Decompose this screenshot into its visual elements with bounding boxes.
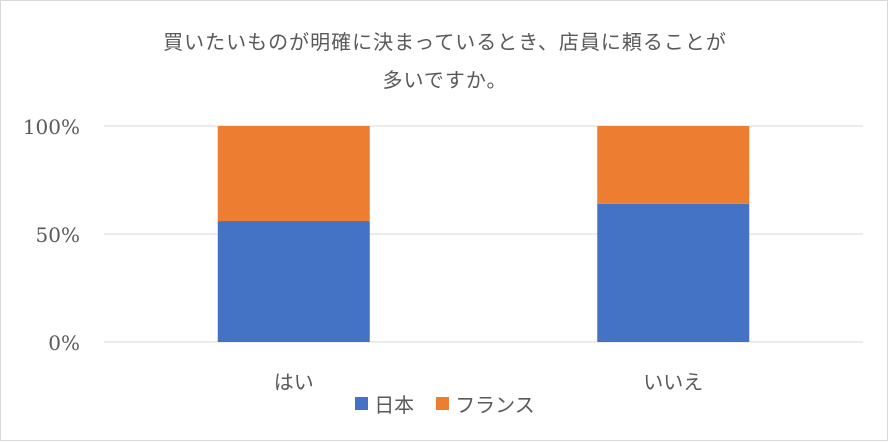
legend: 日本 フランス bbox=[1, 389, 888, 418]
legend-label-france: フランス bbox=[455, 393, 535, 417]
bar-1-series-0 bbox=[597, 203, 750, 342]
legend-item-france: フランス bbox=[436, 389, 535, 418]
legend-item-japan: 日本 bbox=[355, 389, 414, 418]
legend-swatch-japan bbox=[355, 397, 369, 410]
chart-title-line-2: 多いですか。 bbox=[382, 68, 508, 92]
x-tick-label-1: いいえ bbox=[643, 370, 703, 394]
y-tick-label-100: 100% bbox=[23, 115, 80, 139]
legend-swatch-france bbox=[436, 397, 450, 410]
legend-label-japan: 日本 bbox=[374, 393, 415, 417]
bar-0-series-1 bbox=[217, 126, 370, 222]
y-tick-label-50: 50% bbox=[36, 223, 80, 247]
chart-title: 買いたいものが明確に決まっているとき、店員に頼ることが 多いですか。 bbox=[1, 23, 888, 99]
y-tick-label-0: 0% bbox=[48, 331, 80, 355]
bar-1-series-1 bbox=[597, 126, 750, 204]
bar-0-series-0 bbox=[217, 221, 370, 342]
x-tick-label-0: はい bbox=[274, 370, 314, 394]
chart-title-line-1: 買いたいものが明確に決まっているとき、店員に頼ることが bbox=[163, 30, 727, 54]
